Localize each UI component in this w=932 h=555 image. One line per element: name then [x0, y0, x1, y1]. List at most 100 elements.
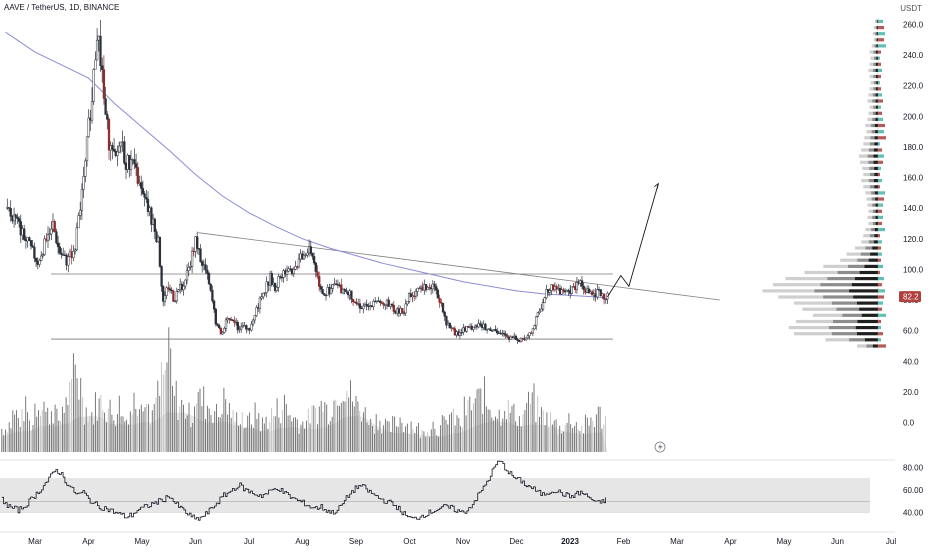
candle-body [323, 293, 326, 296]
candle-body [277, 276, 280, 288]
candle-body [540, 308, 543, 312]
volume-profile-bin [872, 93, 876, 97]
price-axis-tick-label: 0.0 [903, 419, 915, 428]
volume-profile-bin [873, 179, 878, 183]
volume-profile-bin [862, 166, 870, 170]
candle-body [502, 332, 506, 335]
candle-body [285, 270, 289, 275]
volume-profile-bin [875, 93, 878, 97]
symbol-title[interactable]: AAVE / TetherUS, 1D, BINANCE [4, 3, 120, 12]
candle-body [514, 335, 518, 340]
candle-body [472, 326, 475, 330]
candle-body [55, 231, 58, 244]
volume-profile-bin [859, 154, 868, 158]
candle-body [53, 221, 56, 232]
volume-profile-delta [878, 319, 881, 324]
candle-body [218, 325, 221, 329]
candle-body [545, 289, 548, 298]
candle-body [526, 335, 529, 339]
volume-profile-bin [857, 319, 878, 324]
volume-profile-bin [861, 179, 869, 183]
candle-body [145, 197, 148, 200]
volume-profile-delta [878, 313, 886, 317]
volume-profile-bin [871, 123, 875, 128]
volume-profile-delta [878, 338, 881, 342]
volume-profile-bin [865, 123, 872, 128]
volume-profile-bin [868, 179, 874, 183]
volume-profile-delta [878, 19, 883, 23]
volume-profile-bin [864, 264, 879, 268]
volume-profile-bin [874, 172, 878, 177]
candle-body [309, 246, 312, 254]
candle-body [331, 284, 334, 289]
candle-body [228, 318, 231, 320]
candle-body [404, 303, 407, 314]
volume-profile-delta [878, 197, 884, 201]
volume-profile-bin [831, 332, 857, 336]
candle-body [304, 254, 307, 257]
candle-body [287, 268, 290, 272]
price-axis-tick-label: 240.0 [903, 51, 924, 60]
candle-body [343, 288, 346, 291]
candle-body [90, 101, 94, 121]
candle-body [141, 188, 145, 194]
candle-body [280, 276, 284, 279]
candle-body [82, 176, 85, 190]
candle-body [173, 300, 177, 302]
volume-profile-bin [872, 68, 876, 72]
candle-body [211, 290, 214, 302]
volume-profile-bin [812, 313, 843, 317]
candle-body [316, 271, 319, 277]
volume-profile-bin [867, 203, 873, 207]
candle-body [224, 319, 228, 329]
candle-body [17, 218, 21, 222]
candle-body [160, 266, 163, 287]
volume-profile-bin [870, 81, 874, 85]
volume-profile-delta [878, 154, 884, 158]
candle-body [365, 303, 368, 307]
volume-profile-bin [869, 50, 874, 54]
candle-body [270, 273, 273, 286]
volume-profile-delta [878, 99, 883, 103]
candle-body [294, 266, 297, 270]
volume-profile-bin [863, 185, 870, 189]
volume-profile-bin [857, 344, 867, 348]
candle-body [340, 284, 343, 294]
price-axis-tick-label: 200.0 [903, 112, 924, 121]
candle-body [189, 266, 192, 268]
volume-profile-bin [840, 258, 858, 262]
candle-body [448, 322, 451, 329]
candle-body [163, 295, 167, 302]
volume-profile-bin [872, 203, 876, 207]
candle-body [438, 297, 441, 303]
volume-profile-bin [871, 130, 876, 134]
candle-body [34, 257, 38, 262]
volume-profile-delta [878, 74, 881, 79]
trend-line[interactable] [198, 232, 720, 301]
candle-body [182, 285, 185, 291]
candle-body [167, 287, 170, 290]
candle-body [40, 255, 43, 261]
volume-profile-delta [878, 130, 884, 134]
volume-profile-bin [874, 123, 878, 128]
volume-profile-bin [874, 185, 878, 189]
volume-profile-bin [875, 38, 877, 42]
volume-profile-bin [868, 240, 874, 244]
volume-profile-delta [878, 93, 882, 97]
time-axis-tick-label: Nov [456, 537, 470, 546]
volume-profile-bin [828, 326, 856, 330]
volume-profile-bin [849, 338, 865, 342]
volume-profile-bin [875, 26, 877, 30]
rsi-axis-tick-label: 80.00 [903, 464, 924, 473]
volume-profile-bin [854, 246, 866, 250]
volume-profile-delta [878, 295, 884, 299]
forecast-path[interactable] [607, 183, 659, 298]
candle-body [562, 289, 565, 292]
volume-profile-delta [878, 38, 884, 42]
volume-profile-bin [861, 148, 869, 152]
time-axis-tick-label: May [776, 537, 791, 546]
candle-body [570, 286, 573, 294]
candle-body [67, 256, 70, 266]
volume-profile-bin [867, 117, 873, 121]
